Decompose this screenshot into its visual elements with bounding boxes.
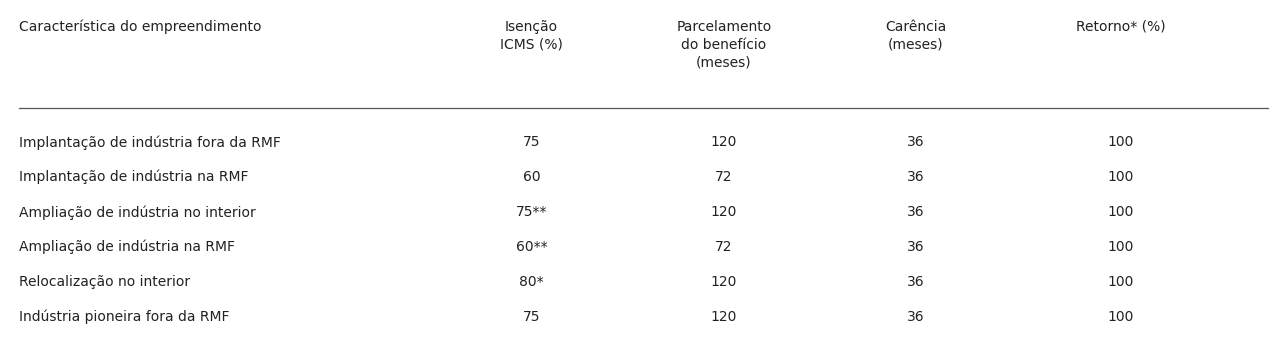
Text: Parcelamento
do benefício
(meses): Parcelamento do benefício (meses) bbox=[676, 20, 771, 70]
Text: 72: 72 bbox=[715, 170, 733, 184]
Text: 36: 36 bbox=[907, 170, 925, 184]
Text: 75: 75 bbox=[523, 135, 541, 149]
Text: Ampliação de indústria na RMF: Ampliação de indústria na RMF bbox=[19, 240, 236, 254]
Text: 100: 100 bbox=[1108, 240, 1134, 254]
Text: 75: 75 bbox=[523, 310, 541, 324]
Text: 120: 120 bbox=[711, 275, 737, 289]
Text: 36: 36 bbox=[907, 240, 925, 254]
Text: 120: 120 bbox=[711, 205, 737, 219]
Text: 36: 36 bbox=[907, 275, 925, 289]
Text: Retorno* (%): Retorno* (%) bbox=[1076, 20, 1166, 34]
Text: Relocalização no interior: Relocalização no interior bbox=[19, 275, 191, 289]
Text: 36: 36 bbox=[907, 135, 925, 149]
Text: 60**: 60** bbox=[516, 240, 547, 254]
Text: 100: 100 bbox=[1108, 275, 1134, 289]
Text: 75**: 75** bbox=[516, 205, 547, 219]
Text: 120: 120 bbox=[711, 310, 737, 324]
Text: 72: 72 bbox=[715, 240, 733, 254]
Text: Carência
(meses): Carência (meses) bbox=[885, 20, 947, 52]
Text: 100: 100 bbox=[1108, 170, 1134, 184]
Text: 36: 36 bbox=[907, 205, 925, 219]
Text: Característica do empreendimento: Característica do empreendimento bbox=[19, 20, 261, 34]
Text: 100: 100 bbox=[1108, 135, 1134, 149]
Text: 60: 60 bbox=[523, 170, 541, 184]
Text: Ampliação de indústria no interior: Ampliação de indústria no interior bbox=[19, 205, 256, 220]
Text: 120: 120 bbox=[711, 135, 737, 149]
Text: Indústria pioneira fora da RMF: Indústria pioneira fora da RMF bbox=[19, 310, 229, 324]
Text: 36: 36 bbox=[907, 310, 925, 324]
Text: Implantação de indústria fora da RMF: Implantação de indústria fora da RMF bbox=[19, 135, 281, 150]
Text: 100: 100 bbox=[1108, 205, 1134, 219]
Text: Isenção
ICMS (%): Isenção ICMS (%) bbox=[500, 20, 564, 52]
Text: Implantação de indústria na RMF: Implantação de indústria na RMF bbox=[19, 170, 249, 185]
Text: 100: 100 bbox=[1108, 310, 1134, 324]
Text: 80*: 80* bbox=[519, 275, 544, 289]
